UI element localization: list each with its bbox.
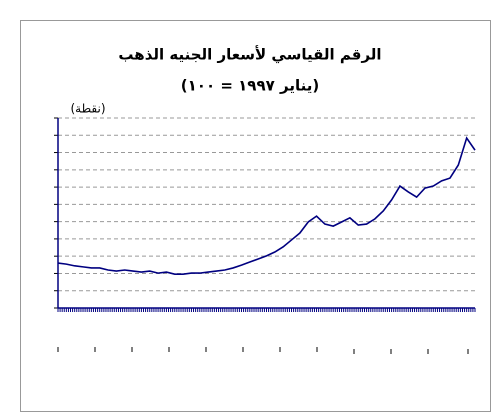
chart-subtitle: (يناير ١٩٩٧ = ١٠٠) (181, 77, 319, 95)
chart-title: الرقم القياسي لأسعار الجنيه الذهب (118, 46, 381, 64)
lower-ticks (57, 347, 469, 354)
y-axis-label: (نقطة) (70, 102, 105, 116)
frame (20, 20, 491, 412)
data-line (57, 136, 476, 275)
